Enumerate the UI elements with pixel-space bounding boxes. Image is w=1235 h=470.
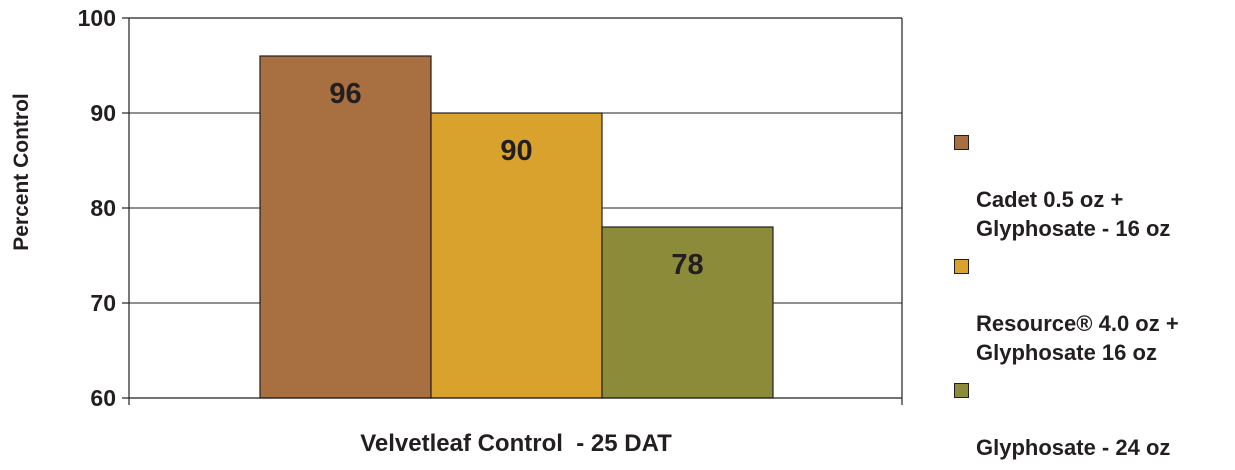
legend-item-glyphosate: Glyphosate - 24 oz (952, 375, 1232, 462)
legend-item-resource: Resource® 4.0 oz + Glyphosate 16 oz (952, 251, 1232, 367)
bar-value-label: 96 (329, 78, 361, 110)
bar-value-label: 90 (500, 135, 532, 167)
legend-label-cadet: Cadet 0.5 oz + Glyphosate - 16 oz (976, 187, 1171, 241)
plot-frame (128, 17, 903, 405)
legend-item-cadet: Cadet 0.5 oz + Glyphosate - 16 oz (952, 127, 1232, 243)
y-tick-label: 70 (90, 290, 116, 316)
legend-swatch-glyphosate (954, 383, 969, 398)
y-tick-label: 60 (90, 385, 116, 411)
y-tick-label: 100 (78, 5, 116, 31)
legend-swatch-cadet (954, 135, 969, 150)
bar (259, 55, 432, 399)
bar-value-label: 78 (671, 249, 703, 281)
y-axis-ticks: 60 70 80 90 100 (78, 5, 129, 411)
legend: Cadet 0.5 oz + Glyphosate - 16 oz Resour… (952, 127, 1232, 470)
bars: 96 90 78 (259, 55, 774, 399)
legend-label-glyphosate: Glyphosate - 24 oz (976, 435, 1171, 460)
y-tick-label: 90 (90, 100, 116, 126)
bar-chart: 96 90 78 60 70 80 90 100 Percent Control Velve… (10, 5, 903, 457)
legend-swatch-resource (954, 259, 969, 274)
y-axis-label: Percent Control (10, 93, 33, 251)
legend-label-resource: Resource® 4.0 oz + Glyphosate 16 oz (976, 311, 1179, 365)
x-axis-label: Velvetleaf Control - 25 DAT (360, 430, 672, 457)
y-tick-label: 80 (90, 195, 116, 221)
